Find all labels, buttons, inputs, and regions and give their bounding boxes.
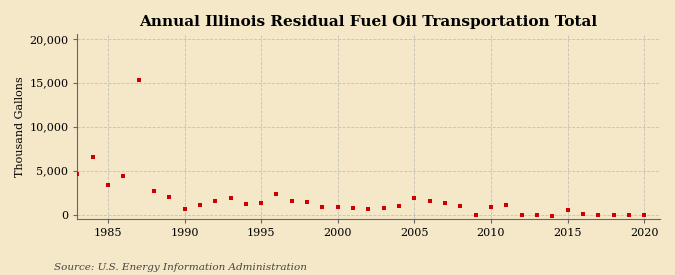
Point [531,213,542,218]
Point [547,214,558,219]
Point [317,205,328,209]
Point [593,213,603,218]
Point [271,192,282,197]
Point [179,207,190,211]
Point [133,78,144,82]
Point [118,174,129,178]
Point [624,213,634,218]
Point [225,196,236,200]
Point [470,213,481,218]
Point [608,213,619,218]
Point [409,196,420,200]
Point [348,206,358,211]
Point [455,204,466,208]
Point [286,198,297,203]
Point [379,206,389,211]
Point [256,201,267,205]
Point [485,205,496,209]
Point [394,204,404,208]
Point [302,200,313,205]
Point [501,203,512,207]
Point [240,202,251,206]
Text: Source: U.S. Energy Information Administration: Source: U.S. Energy Information Administ… [54,263,307,272]
Point [332,205,343,209]
Point [562,208,573,212]
Point [363,207,374,211]
Point [210,199,221,204]
Point [639,213,649,218]
Point [578,211,589,216]
Point [425,198,435,203]
Point [148,189,159,193]
Title: Annual Illinois Residual Fuel Oil Transportation Total: Annual Illinois Residual Fuel Oil Transp… [139,15,597,29]
Y-axis label: Thousand Gallons: Thousand Gallons [15,76,25,177]
Point [439,201,450,205]
Point [87,155,98,160]
Point [103,183,113,187]
Point [72,172,83,176]
Point [516,213,527,218]
Point [194,203,205,207]
Point [164,195,175,199]
